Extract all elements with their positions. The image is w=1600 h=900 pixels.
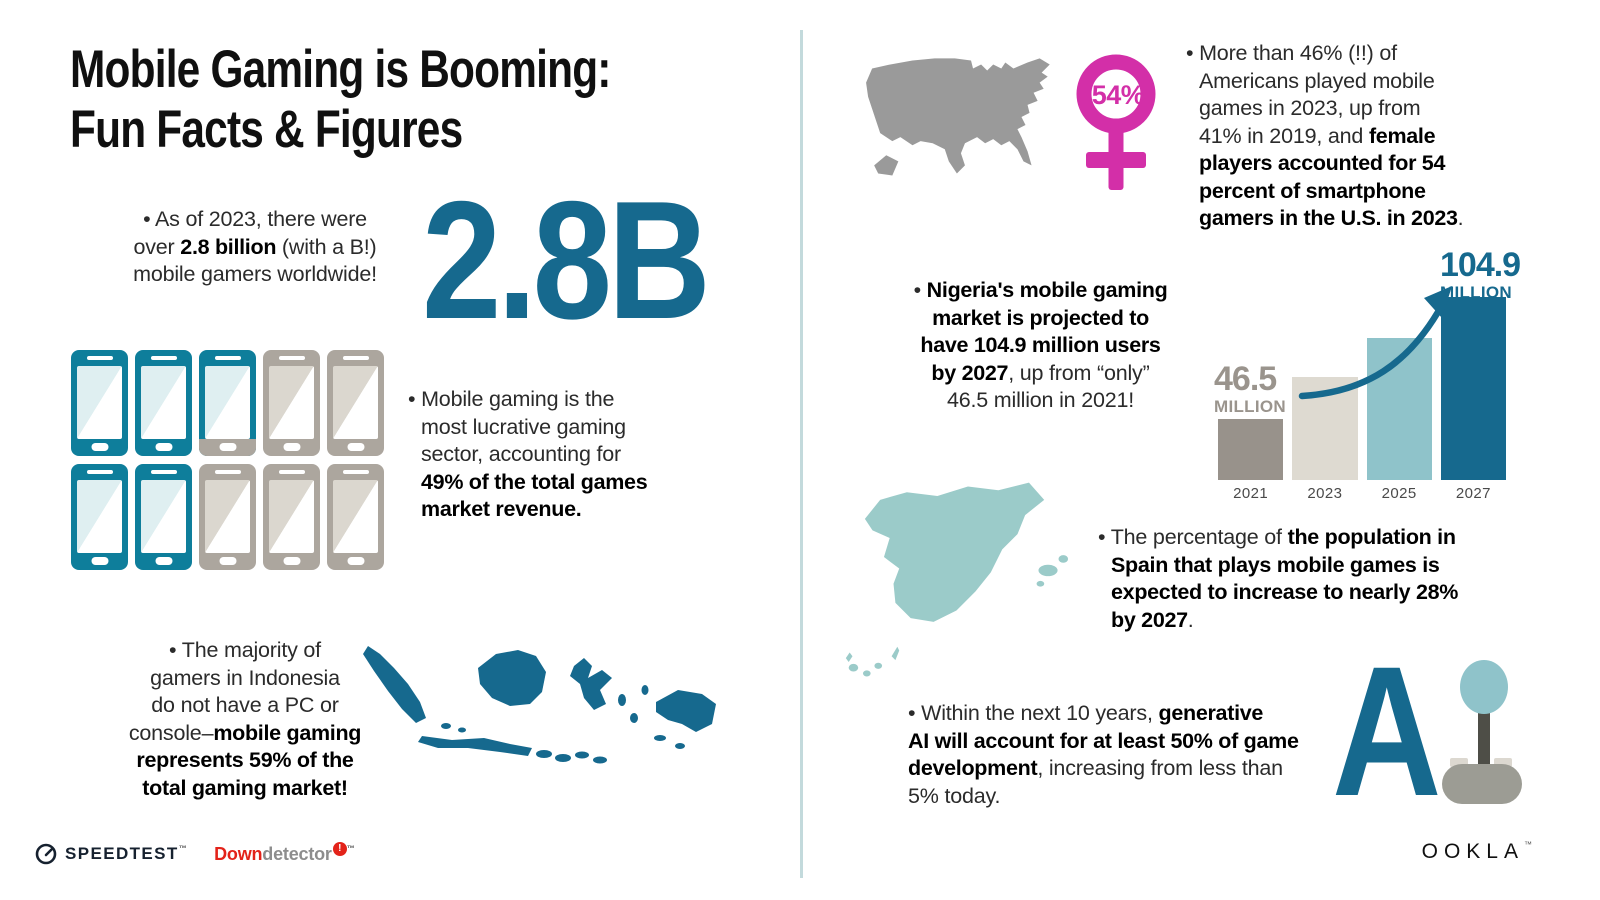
fact-revenue: • Mobile gaming is the most lucrative gam… <box>408 387 648 521</box>
phone-icon <box>327 350 384 456</box>
column-divider <box>800 30 803 878</box>
bar-2027 <box>1440 297 1506 480</box>
page-title-line-1: Mobile Gaming is Booming: <box>70 40 611 99</box>
indonesia-map <box>363 646 716 764</box>
phone-icon <box>327 464 384 570</box>
fact-generative-ai: • Within the next 10 years, generative AI… <box>908 701 1299 808</box>
phone-icon <box>135 350 192 456</box>
ai-letter-a: A <box>1332 629 1442 835</box>
speedtest-gauge-icon <box>35 843 57 865</box>
value-label-2027: 104.9 MILLION <box>1440 246 1521 302</box>
spain-map <box>845 482 1069 677</box>
bar-2021 <box>1218 419 1284 480</box>
page-title-line-2: Fun Facts & Figures <box>70 100 463 159</box>
speedtest-logo: SPEEDTEST™ <box>65 844 189 863</box>
tick-label-2027: 2027 <box>1455 485 1491 502</box>
page-title: Mobile Gaming is Booming: Fun Facts & Fi… <box>70 40 611 160</box>
fact-nigeria: • Nigeria's mobile gaming market is proje… <box>913 278 1168 412</box>
downdetector-logo: Down detector! ™ <box>214 841 355 864</box>
footer-logos: SPEEDTEST™ Down detector! ™ <box>34 841 355 866</box>
female-symbol-icon <box>1076 54 1156 190</box>
phone-icon <box>71 464 128 570</box>
tick-label-2021: 2021 <box>1233 485 1269 502</box>
nigeria-users-bar-chart: 2021 2023 2025 2027 46.5 MILLION 104.9 MILL… <box>1214 248 1521 502</box>
usa-map <box>866 58 1050 176</box>
phone-icon <box>71 350 128 456</box>
bar-chart-ticks: 2021 2023 2025 2027 <box>1218 485 1506 502</box>
joystick-icon <box>1442 660 1522 804</box>
fact-worldwide-gamers: • As of 2023, there were over 2.8 billion… <box>133 207 377 286</box>
ookla-logo: OOKLA™ <box>1421 840 1538 863</box>
phone-icon <box>263 464 320 570</box>
fact-spain: • The percentage of the population in Spa… <box>1098 525 1459 632</box>
big-number-2-8b: 2.8B <box>422 166 711 354</box>
phone-icon <box>135 464 192 570</box>
phone-grid <box>71 350 384 570</box>
female-share-badge: 54% <box>1091 80 1145 110</box>
fact-indonesia: • The majority of gamers in Indonesia do n… <box>128 638 362 800</box>
phone-icon <box>263 350 320 456</box>
tick-label-2023: 2023 <box>1307 485 1343 502</box>
bar-2023 <box>1292 377 1358 480</box>
bar-2025 <box>1366 338 1432 480</box>
fact-us-female: • More than 46% (!!) of Americans played … <box>1186 41 1464 230</box>
phone-icon <box>199 464 256 570</box>
value-label-2021: 46.5 MILLION <box>1214 360 1286 416</box>
downdetector-alert-icon: ! <box>332 841 347 856</box>
tick-label-2025: 2025 <box>1381 485 1417 502</box>
phone-icon <box>199 350 256 456</box>
